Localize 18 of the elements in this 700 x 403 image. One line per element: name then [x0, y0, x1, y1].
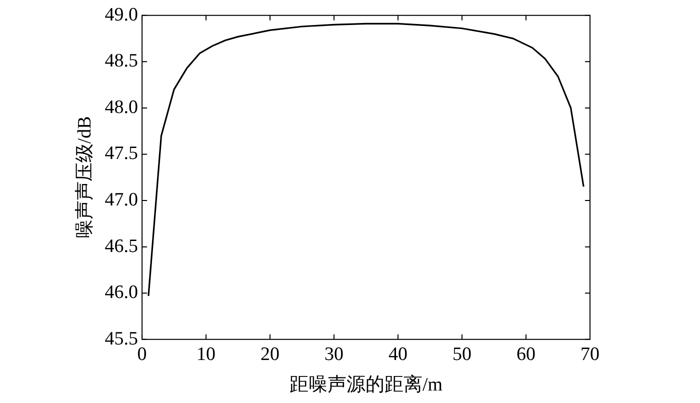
y-tick-label: 48.0: [104, 96, 138, 118]
y-tick-label: 47.0: [104, 190, 138, 211]
x-tick-label: 60: [516, 344, 536, 365]
x-tick-label: 40: [388, 344, 408, 365]
x-tick-label: 20: [260, 344, 280, 365]
x-axis-title: 距噪声源的距离/m: [289, 374, 443, 396]
y-tick-label: 47.5: [104, 143, 138, 164]
x-tick-label: 50: [452, 344, 472, 365]
x-tick-label: 70: [580, 344, 600, 365]
x-tick-label: 10: [196, 344, 216, 365]
y-tick-label: 48.5: [104, 50, 138, 72]
x-tick-label: 30: [324, 344, 344, 365]
y-tick-label: 49.0: [104, 4, 138, 26]
y-tick-label: 45.5: [104, 328, 138, 350]
y-axis-title: 噪声声压级/dB: [74, 116, 96, 239]
y-tick-label: 46.0: [104, 282, 138, 304]
y-tick-label: 46.5: [104, 236, 138, 257]
x-tick-label: 0: [137, 344, 147, 365]
